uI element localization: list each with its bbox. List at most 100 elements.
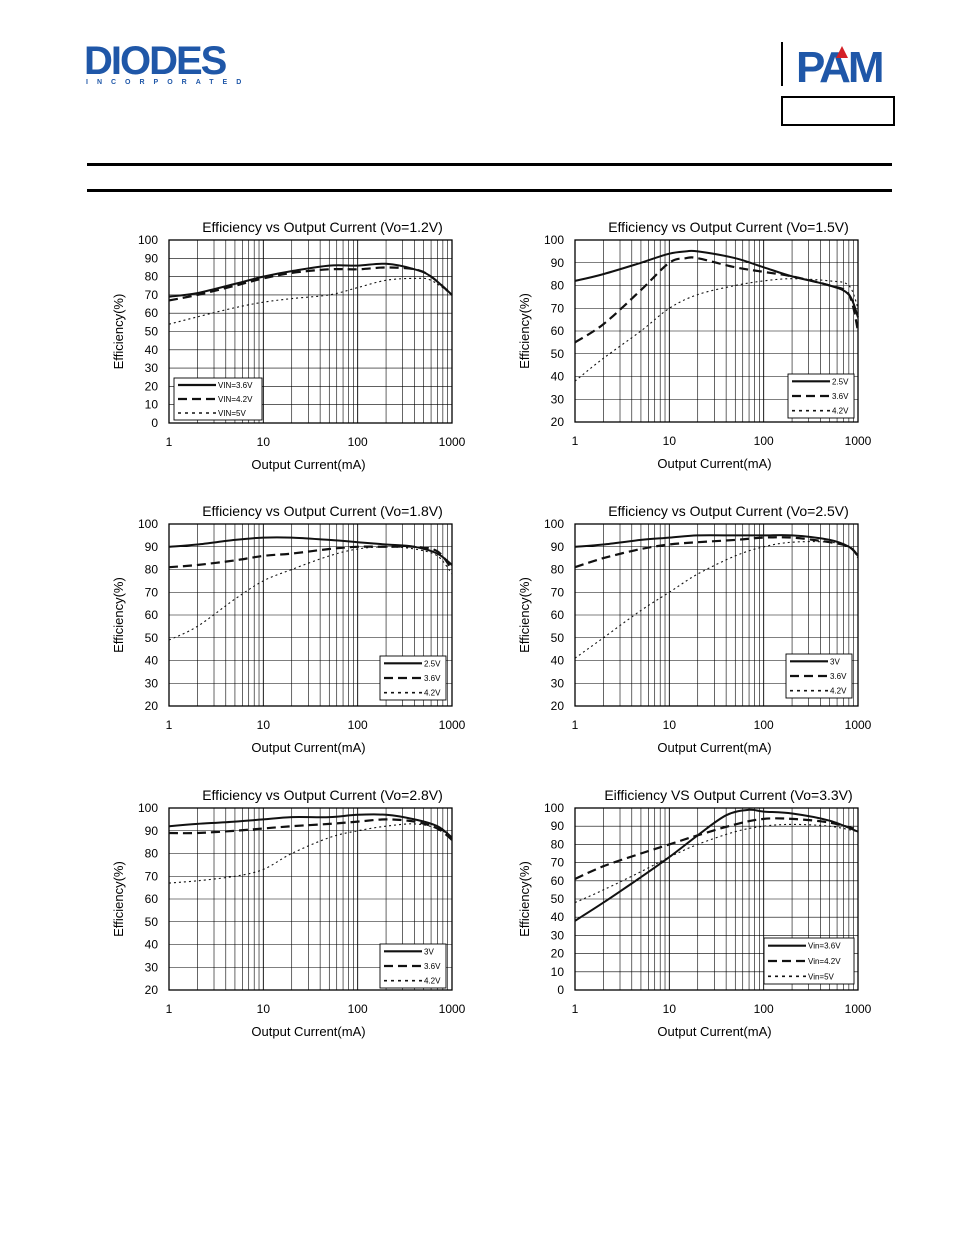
legend-label: 3V: [830, 657, 840, 666]
series-line-3: [574, 278, 859, 382]
legend-label: Vin=4.2V: [808, 957, 841, 966]
y-tick-label: 20: [145, 983, 159, 997]
y-tick-label: 80: [551, 563, 565, 577]
y-tick-label: 60: [145, 608, 159, 622]
legend: 2.5V 3.6V 4.2V: [787, 373, 855, 419]
header-rule-bottom: [87, 189, 892, 192]
legend-label: 3.6V: [424, 674, 441, 683]
y-tick-label: 20: [551, 415, 565, 429]
legend: 3V 3.6V 4.2V: [379, 943, 447, 989]
y-tick-label: 100: [544, 801, 564, 815]
pam-logo: PAM: [781, 42, 885, 92]
legend: Vin=3.6V Vin=4.2V Vin=5V: [763, 937, 855, 985]
series-line-3: [574, 823, 859, 904]
diodes-logo-word: DIODES: [84, 39, 227, 83]
y-tick-label: 90: [145, 824, 159, 838]
y-tick-label: 60: [551, 324, 565, 338]
series-line-2: [574, 536, 859, 569]
x-axis-label: Output Current(mA): [657, 740, 771, 755]
diodes-logo: DIODES INCORPORATED: [84, 39, 250, 86]
legend-label: Vin=5V: [808, 972, 835, 981]
x-tick-label: 100: [348, 718, 368, 732]
y-tick-label: 100: [138, 233, 158, 247]
x-tick-label: 10: [257, 435, 271, 449]
series-line-3: [168, 823, 453, 884]
legend: VIN=3.6V VIN=4.2V VIN=5V: [173, 377, 263, 421]
y-tick-label: 70: [145, 585, 159, 599]
diodes-logo-sub: INCORPORATED: [86, 79, 250, 86]
legend-label: 3V: [424, 947, 434, 956]
x-tick-label: 10: [663, 434, 677, 448]
y-tick-label: 30: [551, 928, 565, 942]
y-tick-label: 30: [145, 361, 159, 375]
y-tick-label: 20: [551, 699, 565, 713]
y-tick-label: 30: [145, 676, 159, 690]
x-axis-label: Output Current(mA): [657, 1024, 771, 1039]
legend-label: 4.2V: [424, 977, 441, 986]
x-tick-label: 100: [754, 718, 774, 732]
y-tick-label: 50: [551, 347, 565, 361]
y-tick-label: 40: [551, 910, 565, 924]
y-tick-label: 90: [145, 251, 159, 265]
y-tick-label: 80: [551, 279, 565, 293]
y-tick-label: 70: [551, 856, 565, 870]
y-tick-label: 50: [551, 631, 565, 645]
y-axis-label: Efficiency(%): [111, 861, 126, 937]
y-tick-label: 20: [145, 379, 159, 393]
y-tick-label: 0: [557, 983, 564, 997]
x-axis-label: Output Current(mA): [657, 456, 771, 471]
y-tick-label: 0: [151, 416, 158, 430]
x-tick-label: 1000: [845, 718, 872, 732]
y-tick-label: 90: [145, 540, 159, 554]
x-axis-label: Output Current(mA): [251, 457, 365, 472]
series-line-2: [574, 256, 860, 344]
chart-title: Efficiency vs Output Current (Vo=1.5V): [608, 219, 849, 235]
series-line-3: [168, 277, 453, 325]
legend: 2.5V 3.6V 4.2V: [379, 655, 447, 701]
series-line-1: [168, 813, 453, 839]
legend-label: VIN=3.6V: [218, 381, 253, 390]
x-tick-label: 1000: [845, 434, 872, 448]
y-tick-label: 30: [551, 676, 565, 690]
y-tick-label: 20: [145, 699, 159, 713]
y-axis-label: Efficiency(%): [517, 861, 532, 937]
y-tick-label: 90: [551, 256, 565, 270]
plot-frame: [574, 239, 859, 423]
y-tick-label: 60: [551, 874, 565, 888]
y-tick-label: 80: [145, 563, 159, 577]
series-line-3: [168, 546, 453, 641]
y-tick-label: 70: [145, 288, 159, 302]
series-line-1: [574, 249, 859, 318]
chart-title: Efficiency vs Output Current (Vo=2.5V): [608, 503, 849, 519]
header-rule-top: [87, 163, 892, 166]
series-line-1: [574, 534, 859, 557]
legend-label: VIN=5V: [218, 409, 246, 418]
y-tick-label: 80: [551, 837, 565, 851]
legend-label: Vin=3.6V: [808, 942, 841, 951]
y-axis-label: Efficiency(%): [111, 294, 126, 370]
y-tick-label: 20: [551, 947, 565, 961]
y-axis-label: Efficiency(%): [517, 293, 532, 369]
x-tick-label: 1000: [845, 1002, 872, 1016]
x-tick-label: 1: [572, 718, 579, 732]
y-tick-label: 100: [138, 801, 158, 815]
legend-label: VIN=4.2V: [218, 395, 253, 404]
y-tick-label: 100: [544, 233, 564, 247]
series-line-2: [168, 818, 453, 841]
y-tick-label: 40: [145, 938, 159, 952]
series-line-1: [574, 808, 859, 922]
y-tick-label: 70: [145, 869, 159, 883]
x-axis-label: Output Current(mA): [251, 1024, 365, 1039]
y-tick-label: 80: [145, 270, 159, 284]
x-axis-label: Output Current(mA): [251, 740, 365, 755]
plot-frame: [168, 807, 453, 991]
x-tick-label: 1: [572, 434, 579, 448]
x-tick-label: 1: [166, 718, 173, 732]
plot-frame: [574, 807, 859, 991]
